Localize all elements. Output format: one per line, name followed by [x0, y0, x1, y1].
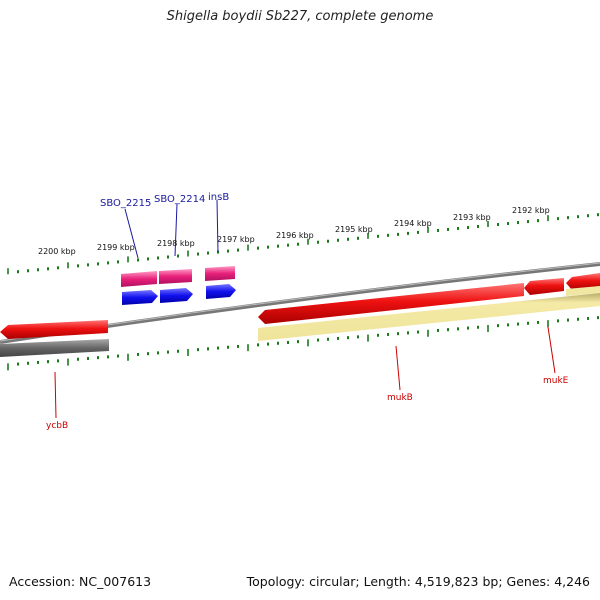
feature-mukf-red[interactable]: [566, 273, 600, 290]
leader-sbo2215: [124, 208, 139, 259]
gene-label-sbo2214: SBO_2214: [154, 194, 205, 205]
leader-mukb: [395, 345, 401, 391]
accession-info: Accession: NC_007613: [9, 574, 152, 589]
leader-sbo2214: [174, 203, 178, 257]
gene-label-muke: mukE: [543, 376, 569, 386]
outer-scale-ticks: [7, 213, 599, 275]
map-title: Shigella boydii Sb227, complete genome: [166, 9, 434, 24]
feature-sbo2215-blue[interactable]: [122, 290, 158, 305]
feature-sbo2215-pink[interactable]: [121, 271, 157, 287]
feature-sbo2214-blue[interactable]: [160, 288, 193, 303]
scale-label-2196: 2196 kbp: [276, 231, 314, 240]
scale-label-2197: 2197 kbp: [217, 235, 255, 244]
feature-insb-pink[interactable]: [205, 266, 235, 281]
gene-label-insb: insB: [208, 192, 229, 203]
feature-insb-blue[interactable]: [206, 284, 236, 299]
scale-label-2194: 2194 kbp: [394, 219, 432, 228]
scale-label-2195: 2195 kbp: [335, 225, 373, 234]
scale-label-2192: 2192 kbp: [512, 206, 550, 215]
leader-insb: [216, 199, 219, 253]
inner-scale-ticks: [7, 316, 599, 371]
feature-mukb-red[interactable]: [258, 283, 524, 324]
scale-label-2199: 2199 kbp: [97, 243, 135, 252]
gene-label-mukb: mukB: [387, 393, 413, 403]
scale-label-2200: 2200 kbp: [38, 247, 76, 256]
feature-sbo2214-pink[interactable]: [159, 269, 192, 284]
feature-muke-red[interactable]: [524, 278, 564, 295]
gene-label-ycbb: ycbB: [46, 421, 68, 431]
feature-band-yellow-end: [566, 286, 600, 296]
leader-ycbb: [54, 371, 57, 419]
leader-muke: [547, 326, 556, 374]
feature-band-yellow: [258, 293, 600, 341]
feature-band-gray: [0, 339, 109, 357]
scale-label-2193: 2193 kbp: [453, 213, 491, 222]
feature-ycbb-red[interactable]: [0, 320, 108, 339]
gene-label-sbo2215: SBO_2215: [100, 198, 151, 209]
topology-info: Topology: circular; Length: 4,519,823 bp…: [246, 574, 590, 589]
